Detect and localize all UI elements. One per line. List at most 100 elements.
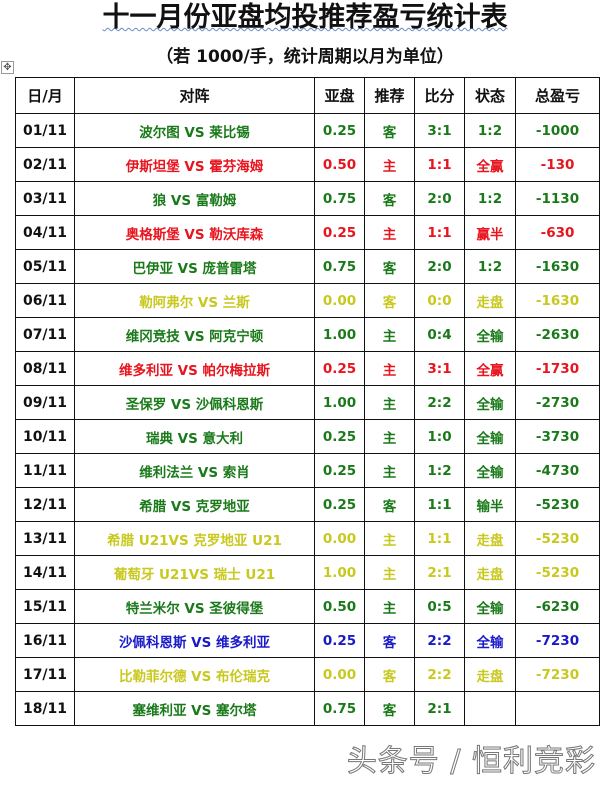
cell-match: 希腊 VS 克罗地亚 <box>74 487 315 522</box>
cell-date: 18/11 <box>15 691 75 726</box>
cell-total <box>515 691 600 726</box>
cell-date: 06/11 <box>15 283 75 318</box>
watermark: 头条号 / 恒利竞彩 <box>346 744 596 780</box>
table-row: 04/11 奥格斯堡 VS 勒沃库森 0.25 主 1:1 赢半 -630 <box>15 215 600 250</box>
column-header: 对阵 <box>74 77 315 114</box>
cell-status: 全赢 <box>464 147 516 182</box>
cell-total: -1130 <box>515 181 600 216</box>
table-row: 07/11 维冈竞技 VS 阿克宁顿 1.00 主 0:4 全输 -2630 <box>15 317 600 352</box>
cell-line: 0.25 <box>314 351 365 386</box>
cell-status: 走盘 <box>464 657 516 692</box>
column-header: 日/月 <box>15 77 75 114</box>
table-row: 02/11 伊斯坦堡 VS 霍芬海姆 0.50 主 1:1 全赢 -130 <box>15 147 600 182</box>
column-header: 比分 <box>414 77 465 114</box>
cell-match: 维利法兰 VS 索肖 <box>74 453 315 488</box>
cell-line: 0.25 <box>314 623 365 658</box>
table-row: 11/11 维利法兰 VS 索肖 0.25 主 1:2 全输 -4730 <box>15 453 600 488</box>
cell-score: 1:1 <box>414 147 465 182</box>
cell-line: 0.25 <box>314 419 365 454</box>
cell-line: 0.25 <box>314 453 365 488</box>
cell-status: 走盘 <box>464 283 516 318</box>
cell-match: 特兰米尔 VS 圣彼得堡 <box>74 589 315 624</box>
cell-status <box>464 691 516 726</box>
cell-status: 1:2 <box>464 249 516 284</box>
cell-date: 11/11 <box>15 453 75 488</box>
table-move-handle-icon[interactable]: ✥ <box>1 61 14 74</box>
cell-pick: 主 <box>364 147 415 182</box>
cell-pick: 客 <box>364 181 415 216</box>
cell-total: -1730 <box>515 351 600 386</box>
cell-date: 13/11 <box>15 521 75 556</box>
cell-score: 2:0 <box>414 181 465 216</box>
cell-match: 比勒菲尔德 VS 布伦瑞克 <box>74 657 315 692</box>
cell-score: 2:1 <box>414 691 465 726</box>
cell-date: 15/11 <box>15 589 75 624</box>
cell-total: -630 <box>515 215 600 250</box>
cell-match: 葡萄牙 U21VS 瑞士 U21 <box>74 555 315 590</box>
table-row: 05/11 巴伊亚 VS 庞普雷塔 0.75 客 2:0 1:2 -1630 <box>15 249 600 284</box>
cell-score: 2:2 <box>414 657 465 692</box>
cell-total: -3730 <box>515 419 600 454</box>
cell-pick: 主 <box>364 385 415 420</box>
cell-match: 狼 VS 富勒姆 <box>74 181 315 216</box>
cell-total: -5230 <box>515 555 600 590</box>
cell-pick: 客 <box>364 113 415 148</box>
cell-line: 0.25 <box>314 487 365 522</box>
cell-line: 1.00 <box>314 555 365 590</box>
cell-pick: 客 <box>364 249 415 284</box>
cell-date: 08/11 <box>15 351 75 386</box>
cell-date: 14/11 <box>15 555 75 590</box>
cell-status: 全赢 <box>464 351 516 386</box>
cell-line: 0.50 <box>314 147 365 182</box>
cell-score: 1:2 <box>414 453 465 488</box>
cell-pick: 主 <box>364 215 415 250</box>
cell-total: -7230 <box>515 623 600 658</box>
cell-date: 03/11 <box>15 181 75 216</box>
cell-match: 维冈竞技 VS 阿克宁顿 <box>74 317 315 352</box>
cell-pick: 主 <box>364 589 415 624</box>
cell-date: 07/11 <box>15 317 75 352</box>
cell-pick: 主 <box>364 317 415 352</box>
cell-match: 瑞典 VS 意大利 <box>74 419 315 454</box>
cell-match: 沙佩科恩斯 VS 维多利亚 <box>74 623 315 658</box>
cell-line: 0.00 <box>314 283 365 318</box>
table-row: 09/11 圣保罗 VS 沙佩科恩斯 1.00 主 2:2 全输 -2730 <box>15 385 600 420</box>
table-row: 17/11 比勒菲尔德 VS 布伦瑞克 0.00 客 2:2 走盘 -7230 <box>15 657 600 692</box>
cell-date: 01/11 <box>15 113 75 148</box>
cell-status: 1:2 <box>464 113 516 148</box>
cell-score: 1:1 <box>414 487 465 522</box>
column-header: 状态 <box>464 77 516 114</box>
cell-total: -5230 <box>515 521 600 556</box>
cell-line: 0.50 <box>314 589 365 624</box>
column-header: 推荐 <box>364 77 415 114</box>
cell-total: -1000 <box>515 113 600 148</box>
cell-date: 12/11 <box>15 487 75 522</box>
cell-score: 0:4 <box>414 317 465 352</box>
cell-date: 10/11 <box>15 419 75 454</box>
cell-pick: 主 <box>364 351 415 386</box>
cell-match: 圣保罗 VS 沙佩科恩斯 <box>74 385 315 420</box>
table-row: 15/11 特兰米尔 VS 圣彼得堡 0.50 主 0:5 全输 -6230 <box>15 589 600 624</box>
document-subtitle: （若 1000/手，统计周期以月为单位） <box>156 47 454 67</box>
table-row: 16/11 沙佩科恩斯 VS 维多利亚 0.25 客 2:2 全输 -7230 <box>15 623 600 658</box>
cell-line: 1.00 <box>314 385 365 420</box>
cell-status: 全输 <box>464 623 516 658</box>
cell-score: 0:5 <box>414 589 465 624</box>
cell-pick: 客 <box>364 623 415 658</box>
cell-status: 全输 <box>464 453 516 488</box>
cell-date: 09/11 <box>15 385 75 420</box>
cell-status: 输半 <box>464 487 516 522</box>
cell-status: 走盘 <box>464 555 516 590</box>
cell-line: 0.75 <box>314 181 365 216</box>
cell-match: 维多利亚 VS 帕尔梅拉斯 <box>74 351 315 386</box>
cell-status: 赢半 <box>464 215 516 250</box>
cell-score: 1:1 <box>414 521 465 556</box>
cell-status: 全输 <box>464 419 516 454</box>
cell-score: 3:1 <box>414 351 465 386</box>
table-row: 12/11 希腊 VS 克罗地亚 0.25 客 1:1 输半 -5230 <box>15 487 600 522</box>
cell-score: 2:1 <box>414 555 465 590</box>
cell-match: 伊斯坦堡 VS 霍芬海姆 <box>74 147 315 182</box>
table-row: 01/11 波尔图 VS 莱比锡 0.25 客 3:1 1:2 -1000 <box>15 113 600 148</box>
cell-score: 2:2 <box>414 623 465 658</box>
cell-total: -7230 <box>515 657 600 692</box>
